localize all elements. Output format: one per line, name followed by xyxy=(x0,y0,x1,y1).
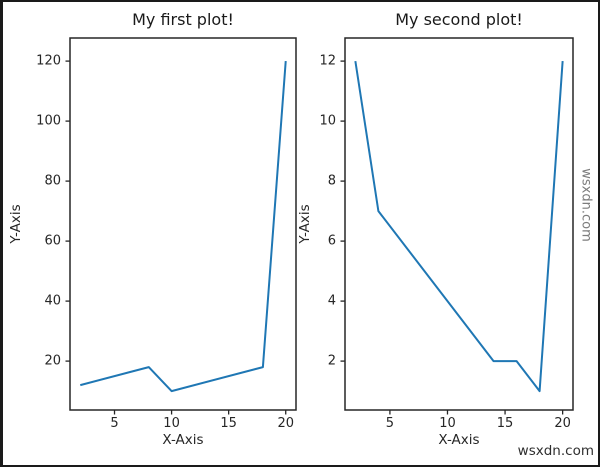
axes-group-2 xyxy=(340,37,574,415)
x-tick-label: 20 xyxy=(554,416,571,431)
plot1-yaxis-label: Y-Axis xyxy=(8,204,24,244)
plot2-xaxis-label: X-Axis xyxy=(438,432,480,448)
x-tick-label: 15 xyxy=(220,416,237,431)
plot2-title: My second plot! xyxy=(395,10,523,29)
y-tick-label: 6 xyxy=(327,233,336,249)
x-tick-label: 10 xyxy=(163,416,180,431)
plot1-title: My first plot! xyxy=(132,10,234,29)
axes-spines xyxy=(69,37,297,411)
plot1-xaxis-label: X-Axis xyxy=(162,432,204,448)
y-tick-label: 80 xyxy=(44,173,61,189)
y-tick-label: 10 xyxy=(319,113,336,129)
data-line-1 xyxy=(80,61,287,393)
y-tick-label: 8 xyxy=(327,173,336,189)
x-tick-label: 20 xyxy=(277,416,294,431)
x-tick-label: 10 xyxy=(439,416,456,431)
y-tick-label: 20 xyxy=(44,353,61,369)
axes-group-1 xyxy=(65,37,297,415)
y-tick-label: 2 xyxy=(327,353,336,369)
y-tick-label: 60 xyxy=(44,233,61,249)
watermark-right-side: wsxdn.com xyxy=(578,168,594,242)
data-line-2 xyxy=(354,60,564,393)
y-tick-label: 100 xyxy=(36,113,61,129)
y-tick-label: 4 xyxy=(327,293,336,309)
y-tick-label: 120 xyxy=(36,53,61,69)
y-tick-label: 12 xyxy=(319,53,336,69)
x-tick-label: 5 xyxy=(110,416,119,431)
x-tick-label: 15 xyxy=(496,416,514,431)
x-tick-label: 5 xyxy=(385,416,395,431)
axes-spines xyxy=(344,37,574,411)
watermark-bottom-right: wsxdn.com xyxy=(517,443,594,459)
y-tick-label: 40 xyxy=(44,293,61,309)
